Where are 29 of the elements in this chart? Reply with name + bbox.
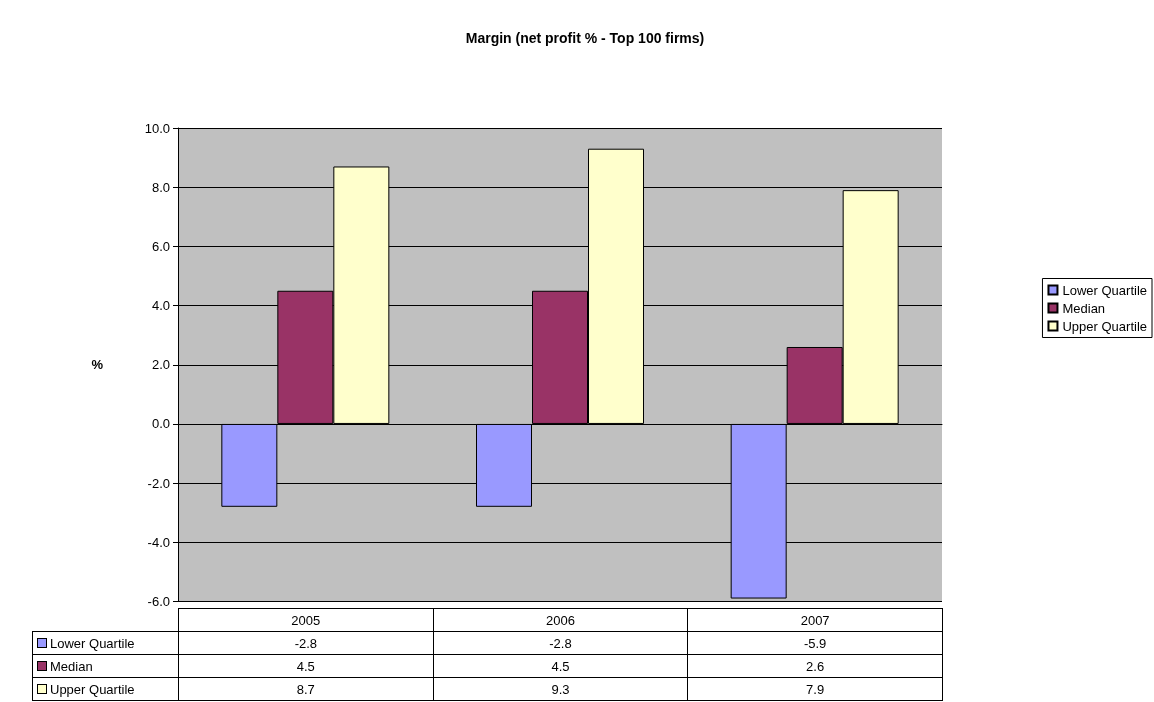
data-label: 8.7 bbox=[178, 677, 434, 701]
data-label: 4.5 bbox=[178, 654, 434, 678]
y-axis-title: % bbox=[91, 357, 104, 373]
y-tick-label: 4.0 bbox=[151, 298, 170, 314]
y-tick-label: 6.0 bbox=[151, 238, 170, 254]
data-label: 4.5 bbox=[433, 654, 688, 678]
x-tick-label: 2007 bbox=[687, 608, 943, 632]
text: Lower Quartile bbox=[1062, 282, 1148, 298]
y-tick-label: -6.0 bbox=[147, 594, 170, 609]
y-tick-label: -4.0 bbox=[147, 534, 170, 550]
x-tick-label: 2006 bbox=[433, 608, 688, 632]
chart-title: Margin (net profit % - Top 100 firms) bbox=[465, 30, 705, 46]
text: Median bbox=[50, 658, 93, 674]
text: Upper Quartile bbox=[50, 681, 135, 697]
data-label: 7.9 bbox=[687, 677, 943, 701]
x-tick-label: 2005 bbox=[178, 608, 434, 632]
data-label: -2.8 bbox=[178, 631, 434, 655]
legend-label: Median bbox=[1062, 300, 1106, 316]
y-tick-label: -2.0 bbox=[147, 475, 170, 491]
y-tick-label: 0.0 bbox=[151, 416, 170, 432]
y-tick-label: 8.0 bbox=[151, 179, 170, 195]
legend-label: Upper Quartile bbox=[1062, 318, 1148, 334]
data-label: -2.8 bbox=[433, 631, 688, 655]
data-label: -5.9 bbox=[687, 631, 943, 655]
data-label: 9.3 bbox=[433, 677, 688, 701]
legend-label: Lower Quartile bbox=[32, 631, 179, 655]
y-tick-label: 10.0 bbox=[144, 120, 170, 136]
data-label: 2.6 bbox=[687, 654, 943, 678]
y-tick-label: 2.0 bbox=[151, 357, 170, 373]
